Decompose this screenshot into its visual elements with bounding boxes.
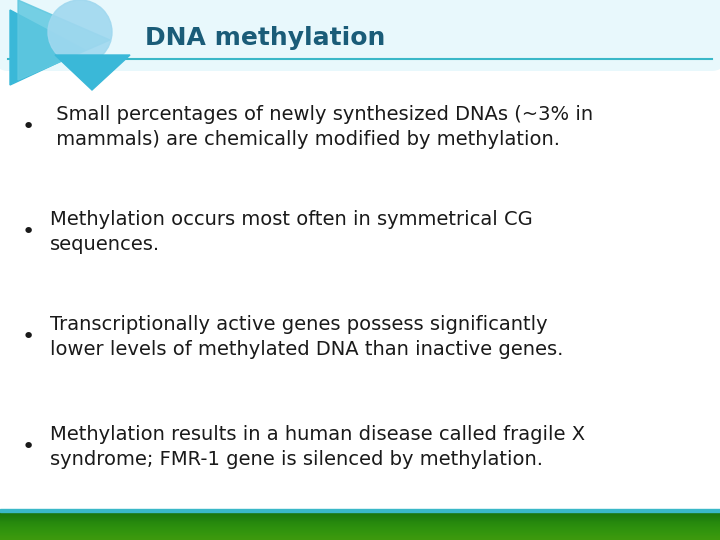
- Bar: [0, 516, 720, 517]
- Bar: [0, 517, 720, 518]
- Bar: [0, 535, 720, 536]
- Circle shape: [48, 0, 112, 64]
- Text: •: •: [22, 327, 35, 347]
- Text: Small percentages of newly synthesized DNAs (~3% in
 mammals) are chemically mod: Small percentages of newly synthesized D…: [50, 105, 593, 150]
- Bar: [0, 528, 720, 529]
- Bar: [0, 521, 720, 522]
- Bar: [0, 532, 720, 534]
- Bar: [0, 537, 720, 538]
- Bar: [0, 509, 720, 512]
- Bar: [0, 538, 720, 539]
- Bar: [0, 529, 720, 530]
- Bar: [0, 523, 720, 524]
- Bar: [0, 539, 720, 540]
- Bar: [0, 525, 720, 526]
- Text: Methylation results in a human disease called fragile X
syndrome; FMR-1 gene is : Methylation results in a human disease c…: [50, 424, 585, 469]
- Polygon shape: [10, 10, 85, 85]
- FancyBboxPatch shape: [0, 0, 720, 71]
- FancyBboxPatch shape: [0, 0, 720, 521]
- Bar: [0, 512, 720, 513]
- Text: •: •: [22, 117, 35, 137]
- Text: Transcriptionally active genes possess significantly
lower levels of methylated : Transcriptionally active genes possess s…: [50, 315, 563, 360]
- Bar: [0, 526, 720, 527]
- Text: Methylation occurs most often in symmetrical CG
sequences.: Methylation occurs most often in symmetr…: [50, 210, 533, 254]
- Polygon shape: [18, 0, 110, 80]
- Bar: [0, 522, 720, 523]
- Text: DNA methylation: DNA methylation: [145, 26, 385, 50]
- Bar: [0, 514, 720, 515]
- Bar: [0, 534, 720, 535]
- Bar: [0, 513, 720, 514]
- Bar: [0, 530, 720, 531]
- Bar: [0, 515, 720, 516]
- Bar: [0, 527, 720, 528]
- Bar: [0, 519, 720, 521]
- Bar: [0, 536, 720, 537]
- Bar: [0, 518, 720, 519]
- Text: •: •: [22, 222, 35, 242]
- Bar: [0, 531, 720, 532]
- Text: •: •: [22, 437, 35, 457]
- Polygon shape: [55, 55, 130, 90]
- Bar: [0, 524, 720, 525]
